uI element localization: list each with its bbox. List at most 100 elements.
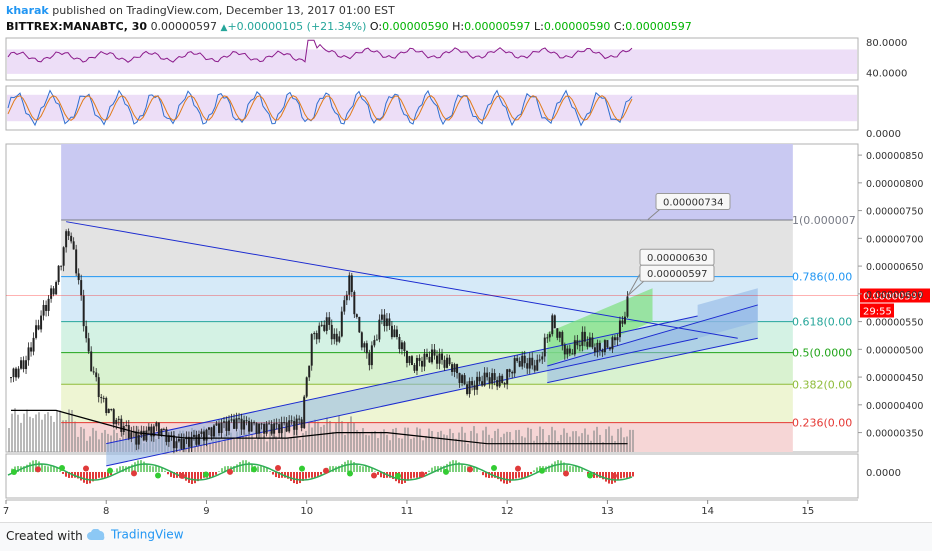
volume-bar (398, 438, 400, 452)
candle-body (145, 431, 147, 441)
volume-bar (290, 437, 292, 452)
volume-bar (554, 430, 556, 452)
candle-body (509, 369, 511, 372)
created-with-text: Created with (6, 529, 83, 543)
candle-body (393, 329, 395, 337)
volume-bar (443, 434, 445, 452)
candle-body (471, 381, 473, 385)
volume-bar (464, 433, 466, 452)
candle-body (143, 431, 145, 441)
volume-bar (449, 429, 451, 452)
candle-body (40, 316, 42, 330)
volume-bar (557, 441, 559, 452)
candle-body (246, 420, 248, 421)
candle-body (434, 349, 436, 355)
volume-bar (434, 439, 436, 452)
candle-body (68, 231, 70, 236)
candle-body (566, 349, 568, 355)
candle-body (83, 295, 85, 326)
volume-bar (92, 428, 94, 452)
volume-bar (593, 431, 595, 452)
volume-bar (26, 410, 28, 452)
macd-cross-dot (299, 466, 305, 472)
candle-body (120, 419, 122, 432)
candle-body (20, 360, 22, 368)
published-text: published on TradingView.com, December 1… (52, 4, 395, 17)
close-label: C: (614, 20, 625, 33)
volume-bar (359, 432, 361, 452)
footer-bar: Created with TradingView (0, 522, 932, 551)
callout-label: 0.00000630 (647, 253, 707, 264)
candle-body (251, 422, 253, 431)
candle-body (426, 354, 428, 357)
x-tick-label: 8 (103, 506, 109, 517)
macd-bar (605, 472, 607, 482)
candle-body (60, 266, 62, 267)
volume-bar (551, 427, 553, 452)
candle-body (554, 315, 556, 328)
macd-bar (533, 470, 535, 472)
candle-body (115, 420, 117, 424)
candle-body (308, 366, 310, 378)
tradingview-link[interactable]: TradingView (86, 527, 184, 542)
candle-body (238, 418, 240, 419)
chart-canvas[interactable]: 80.000040.00000.00001(0.0000070.786(0.00… (0, 36, 932, 522)
candle-body (80, 280, 82, 295)
macd-cross-dot (227, 469, 233, 475)
tradingview-brand: TradingView (111, 528, 184, 542)
candle-body (561, 332, 563, 345)
macd-bar (257, 466, 259, 472)
candle-body (531, 358, 533, 366)
price-tick: 0.00000750 (866, 207, 923, 218)
volume-bar (497, 429, 499, 452)
open-value: 0.00000590 (382, 20, 448, 33)
volume-bar (332, 432, 334, 452)
candle-body (486, 373, 488, 378)
open-label: O: (370, 20, 382, 33)
volume-bar (59, 410, 61, 452)
candle-body (108, 409, 110, 413)
volume-bar (350, 416, 352, 452)
macd-bar (143, 462, 145, 472)
candle-body (303, 397, 305, 428)
volume-bar (596, 427, 598, 452)
candle-body (311, 334, 313, 366)
macd-cross-dot (539, 468, 545, 474)
volume-bar (590, 441, 592, 452)
candle-body (48, 299, 50, 311)
price-tick: 0.00000600 (866, 290, 923, 301)
candle-body (205, 430, 207, 441)
volume-bar (299, 440, 301, 452)
candle-body (45, 305, 47, 311)
candle-body (396, 329, 398, 337)
macd-bar (80, 472, 82, 480)
candle-body (233, 419, 235, 428)
macd-bar (305, 472, 307, 479)
callout-label: 0.00000597 (647, 269, 707, 280)
candle-body (35, 325, 37, 338)
symbol-label[interactable]: BITTREX:MANABTC, 30 (6, 20, 147, 33)
candle-body (38, 325, 40, 329)
candle-body (58, 266, 60, 282)
candle-body (418, 358, 420, 361)
candle-body (313, 333, 315, 334)
candle-body (210, 427, 212, 436)
candle-body (491, 373, 493, 384)
volume-bar (491, 438, 493, 452)
candle-body (200, 431, 202, 434)
candle-body (521, 356, 523, 367)
macd-bar (86, 472, 88, 484)
candle-body (614, 337, 616, 340)
author-link[interactable]: kharak (6, 4, 49, 17)
volume-bar (287, 438, 289, 452)
volume-bar (101, 433, 103, 452)
candle-body (489, 377, 491, 383)
volume-bar (629, 430, 631, 452)
volume-bar (317, 422, 319, 452)
macd-bar (62, 472, 64, 474)
candle-body (163, 429, 165, 430)
candle-body (88, 338, 90, 351)
candle-body (338, 336, 340, 341)
candle-body (25, 360, 27, 369)
volume-bar (23, 414, 25, 452)
